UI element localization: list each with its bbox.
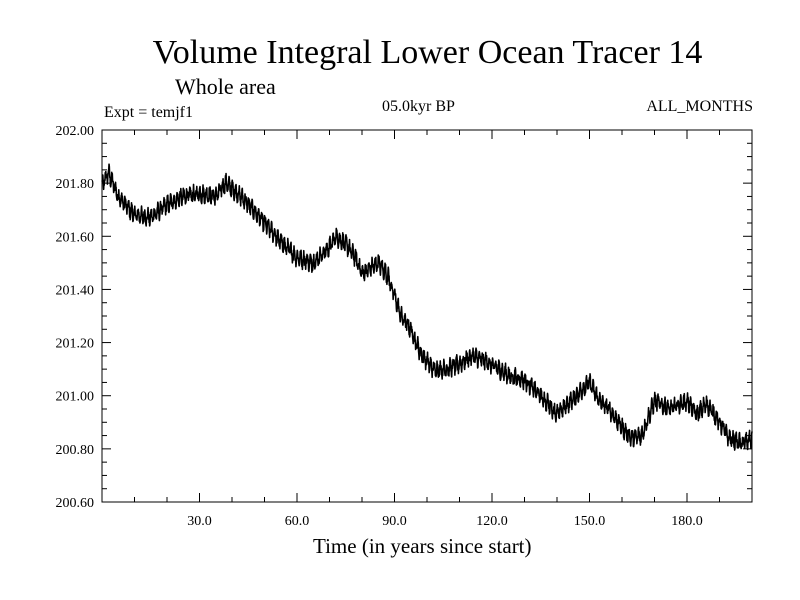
series-line bbox=[101, 163, 753, 451]
y-tick-label: 201.40 bbox=[56, 283, 95, 298]
experiment-label: Expt = temjf1 bbox=[104, 104, 194, 121]
axes-layer: 30.0 60.0 90.0 120.0 150.0 180.0 200.60 200.80 2… bbox=[56, 124, 753, 529]
x-tick-label: 90.0 bbox=[382, 514, 407, 529]
x-tick-label: 120.0 bbox=[476, 514, 508, 529]
y-tick-label: 201.00 bbox=[56, 390, 95, 405]
series-layer bbox=[101, 163, 753, 451]
period-label: 05.0kyr BP bbox=[382, 98, 455, 115]
chart-title: Volume Integral Lower Ocean Tracer 14 bbox=[152, 34, 703, 71]
x-tick-label: 150.0 bbox=[574, 514, 606, 529]
y-tick-label: 201.20 bbox=[56, 337, 95, 352]
y-tick-label: 200.80 bbox=[56, 443, 95, 458]
x-tick-label: 180.0 bbox=[671, 514, 703, 529]
x-tick-label: 60.0 bbox=[285, 514, 310, 529]
chart-subtitle: Whole area bbox=[175, 74, 276, 99]
x-tick-label: 30.0 bbox=[187, 514, 212, 529]
y-tick-label: 201.80 bbox=[56, 177, 95, 192]
x-axis-label: Time (in years since start) bbox=[313, 534, 532, 558]
y-tick-label: 202.00 bbox=[56, 124, 95, 139]
y-tick-label: 200.60 bbox=[56, 496, 95, 511]
y-tick-label: 201.60 bbox=[56, 230, 95, 245]
months-label: ALL_MONTHS bbox=[646, 98, 753, 115]
plot-frame bbox=[101, 129, 753, 503]
